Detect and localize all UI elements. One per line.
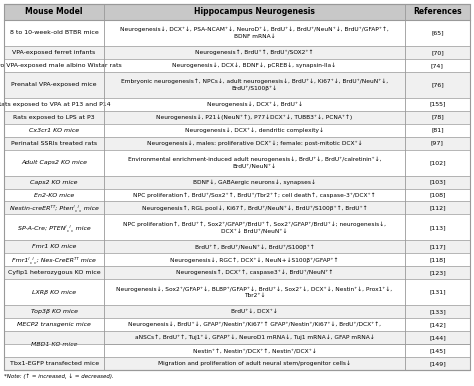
- Bar: [4, 305, 470, 318]
- Bar: [4, 137, 470, 150]
- Text: [74]: [74]: [431, 63, 444, 68]
- Bar: [4, 176, 470, 188]
- Text: Neurogenesis↑, DCX⁺↑, caspase3⁺↓, BrdU⁺/NeuN⁺↑: Neurogenesis↑, DCX⁺↑, caspase3⁺↓, BrdU⁺/…: [176, 270, 333, 276]
- Text: [117]: [117]: [429, 244, 446, 249]
- Text: [108]: [108]: [429, 193, 446, 198]
- Bar: [4, 318, 470, 331]
- Bar: [4, 331, 470, 344]
- Text: Caps2 KO mice: Caps2 KO mice: [30, 179, 78, 185]
- Text: Prenatal VPA-exposed mice: Prenatal VPA-exposed mice: [11, 82, 97, 87]
- Text: BrdU⁺↓, DCX⁺↓: BrdU⁺↓, DCX⁺↓: [231, 309, 278, 314]
- Text: NPC proliferation↑, BrdU⁺↑, Sox2⁺/GFAP⁺/BrdU⁺↑, Sox2⁺/GFAP⁺/BrdU⁺↓; neurogenesis: NPC proliferation↑, BrdU⁺↑, Sox2⁺/GFAP⁺/…: [123, 222, 386, 234]
- Text: Rats exposed to VPA at P13 and P14: Rats exposed to VPA at P13 and P14: [0, 102, 111, 107]
- Bar: [4, 253, 470, 266]
- Text: Cx3cr1 KO mice: Cx3cr1 KO mice: [29, 128, 79, 133]
- Text: Rats exposed to LPS at P3: Rats exposed to LPS at P3: [13, 115, 95, 120]
- Text: Fmr1 KO mice: Fmr1 KO mice: [32, 244, 76, 249]
- Bar: [4, 59, 470, 72]
- Text: En2-KO mice: En2-KO mice: [34, 193, 74, 198]
- Text: MBD1 KO mice: MBD1 KO mice: [31, 342, 77, 347]
- Text: *Note: (↑ = increased, ↓ = decreased).: *Note: (↑ = increased, ↓ = decreased).: [4, 373, 114, 379]
- Text: Neurogenesis↓, P21↓(NeuN⁺↑), P77↓DCX⁺↓, TUBB3⁺↓, PCNA⁺↑): Neurogenesis↓, P21↓(NeuN⁺↑), P77↓DCX⁺↓, …: [156, 115, 353, 120]
- Text: [81]: [81]: [431, 128, 444, 133]
- Text: Nestin⁺↑, Nestin⁺/DCX⁺↑, Nestin⁺/DCX⁺↓: Nestin⁺↑, Nestin⁺/DCX⁺↑, Nestin⁺/DCX⁺↓: [192, 348, 316, 353]
- Text: [113]: [113]: [429, 225, 446, 230]
- Text: VPA-exposed ferret infants: VPA-exposed ferret infants: [12, 50, 96, 55]
- Text: [65]: [65]: [431, 30, 444, 36]
- Text: [78]: [78]: [431, 115, 444, 120]
- Text: Perinatal SSRIs treated rats: Perinatal SSRIs treated rats: [11, 141, 97, 146]
- Bar: [4, 266, 470, 279]
- Bar: [4, 357, 470, 370]
- Text: [103]: [103]: [429, 179, 446, 185]
- Text: Neurogenesis↓, BrdU⁺↓, GFAP⁺/Nestin⁺/Ki67⁺↑ GFAP⁺/Nestin⁺/Ki67⁺↓, BrdU⁺/DCX⁺↑,: Neurogenesis↓, BrdU⁺↓, GFAP⁺/Nestin⁺/Ki6…: [128, 322, 381, 327]
- Text: [149]: [149]: [429, 361, 446, 366]
- Text: LXRβ KO mice: LXRβ KO mice: [32, 290, 76, 295]
- Text: [142]: [142]: [429, 322, 446, 327]
- Bar: [4, 4, 470, 20]
- Text: References: References: [413, 7, 462, 17]
- Text: [102]: [102]: [429, 160, 446, 165]
- Text: [155]: [155]: [429, 102, 446, 107]
- Text: [76]: [76]: [431, 82, 444, 87]
- Bar: [4, 20, 470, 46]
- Text: Tbx1-EGFP transfected mice: Tbx1-EGFP transfected mice: [9, 361, 99, 366]
- Bar: [4, 98, 470, 111]
- Text: Mouse Model: Mouse Model: [25, 7, 83, 17]
- Bar: [4, 150, 470, 176]
- Text: Neurogenesis↓, DCX⁺↓, dendritic complexity↓: Neurogenesis↓, DCX⁺↓, dendritic complexi…: [185, 127, 324, 133]
- Text: Neurogenesis↑, RGL pool↓, Ki67↑, BrdU⁺/NeuN⁺↓, BrdU⁺/S100β⁺↑, BrdU⁺↑: Neurogenesis↑, RGL pool↓, Ki67↑, BrdU⁺/N…: [142, 205, 367, 211]
- Text: [118]: [118]: [429, 257, 446, 262]
- Text: [133]: [133]: [429, 309, 446, 314]
- Text: 8 to 10-week-old BTBR mice: 8 to 10-week-old BTBR mice: [10, 30, 99, 36]
- Text: Top3β KO mice: Top3β KO mice: [31, 309, 78, 314]
- Bar: [4, 124, 470, 137]
- Text: Neurogenesis↓, DCX↓, BDNF↓, pCREB↓, synapsin-IIa↓: Neurogenesis↓, DCX↓, BDNF↓, pCREB↓, syna…: [173, 63, 337, 68]
- Bar: [4, 344, 470, 357]
- Bar: [4, 72, 470, 98]
- Text: Hippocampus Neurogenesis: Hippocampus Neurogenesis: [194, 7, 315, 17]
- Bar: [4, 111, 470, 124]
- Text: [112]: [112]: [429, 205, 446, 210]
- Text: aNSCs↑, BrdU⁺↑, Tuj1⁺↓, GFAP⁺↓, NeuroD1 mRNA↓, Tuj1 mRNA↓, GFAP mRNA↓: aNSCs↑, BrdU⁺↑, Tuj1⁺↓, GFAP⁺↓, NeuroD1 …: [135, 335, 374, 340]
- Text: Neurogenesis↓, DCX⁺↓, BrdU⁺↓: Neurogenesis↓, DCX⁺↓, BrdU⁺↓: [207, 102, 302, 107]
- Text: Cyfip1 heterozygous KO mice: Cyfip1 heterozygous KO mice: [8, 270, 100, 275]
- Text: NPC proliferation↑, BrdU⁺/Sox2⁺↑, BrdU⁺/Tbr2⁺↑; cell death↑, caspase-3⁺/DCX⁺↑: NPC proliferation↑, BrdU⁺/Sox2⁺↑, BrdU⁺/…: [133, 192, 376, 198]
- Bar: [4, 240, 470, 253]
- Text: Neurogenesis↓, Sox2⁺/GFAP⁺↓, BLBP⁺/GFAP⁺↓, BrdU⁺↓, Sox2⁺↓, DCX⁺↓, Nestin⁺↓, Prox: Neurogenesis↓, Sox2⁺/GFAP⁺↓, BLBP⁺/GFAP⁺…: [117, 286, 392, 298]
- Text: Utero VPA-exposed male albino Wistar rats: Utero VPA-exposed male albino Wistar rat…: [0, 63, 121, 68]
- Text: Neurogenesis↓, RGC↑, DCX⁺↓, NeuN+↓S100β⁺/GFAP⁺↑: Neurogenesis↓, RGC↑, DCX⁺↓, NeuN+↓S100β⁺…: [170, 257, 338, 262]
- Text: [131]: [131]: [429, 290, 446, 295]
- Text: BrdU⁺↑, BrdU⁺/NeuN⁺↓, BrdU⁺/S100β⁺↑: BrdU⁺↑, BrdU⁺/NeuN⁺↓, BrdU⁺/S100β⁺↑: [195, 244, 314, 249]
- Text: SP-A-Cre; PTENˡ˳ˡ˳ mice: SP-A-Cre; PTENˡ˳ˡ˳ mice: [18, 224, 91, 231]
- Bar: [4, 279, 470, 305]
- Text: Neurogenesis↓, DCX⁺↓, PSA-NCAM⁺↓, NeuroD⁺↓, BrdU⁺↓, BrdU⁺/NeuN⁺↓, BrdU⁺/GFAP⁺↑,
: Neurogenesis↓, DCX⁺↓, PSA-NCAM⁺↓, NeuroD…: [120, 27, 389, 39]
- Text: Neurogenesis↑, BrdU⁺↑, BrdU⁺/SOX2⁺↑: Neurogenesis↑, BrdU⁺↑, BrdU⁺/SOX2⁺↑: [195, 50, 314, 55]
- Text: [123]: [123]: [429, 270, 446, 275]
- Text: Fmr1ˡ˳ˡ˳; Nes-CreERᵀᵀ mice: Fmr1ˡ˳ˡ˳; Nes-CreERᵀᵀ mice: [12, 256, 96, 263]
- Text: MECP2 transgenic mice: MECP2 transgenic mice: [17, 322, 91, 327]
- Bar: [4, 188, 470, 201]
- Bar: [4, 201, 470, 215]
- Text: Environmental enrichment-induced adult neurogenesis↓, BrdU⁺↓, BrdU⁺/calretinin⁺↓: Environmental enrichment-induced adult n…: [128, 157, 381, 169]
- Text: Neurogenesis↓, males: proliferative DCX⁺↓; female: post-mitotic DCX⁺↓: Neurogenesis↓, males: proliferative DCX⁺…: [147, 141, 362, 146]
- Text: [70]: [70]: [431, 50, 444, 55]
- Bar: [4, 215, 470, 240]
- Text: Embryonic neurogenesis↑, NPCs↓, adult neurogenesis↓, BrdU⁺↓, Ki67⁺↓, BrdU⁺/NeuN⁺: Embryonic neurogenesis↑, NPCs↓, adult ne…: [121, 79, 388, 91]
- Text: Adult Caps2 KO mice: Adult Caps2 KO mice: [21, 160, 87, 165]
- Bar: [4, 46, 470, 59]
- Text: Migration and proliferation of adult neural stem/progenitor cells↓: Migration and proliferation of adult neu…: [158, 361, 351, 366]
- Text: BDNF↓, GABAergic neurons↓, synapses↓: BDNF↓, GABAergic neurons↓, synapses↓: [193, 179, 316, 185]
- Text: Nestin-creERᵀᵀ; Ptenˡ˳ˡ˳ mice: Nestin-creERᵀᵀ; Ptenˡ˳ˡ˳ mice: [9, 205, 99, 211]
- Text: [144]: [144]: [429, 335, 446, 340]
- Text: [145]: [145]: [429, 348, 446, 353]
- Text: [97]: [97]: [431, 141, 444, 146]
